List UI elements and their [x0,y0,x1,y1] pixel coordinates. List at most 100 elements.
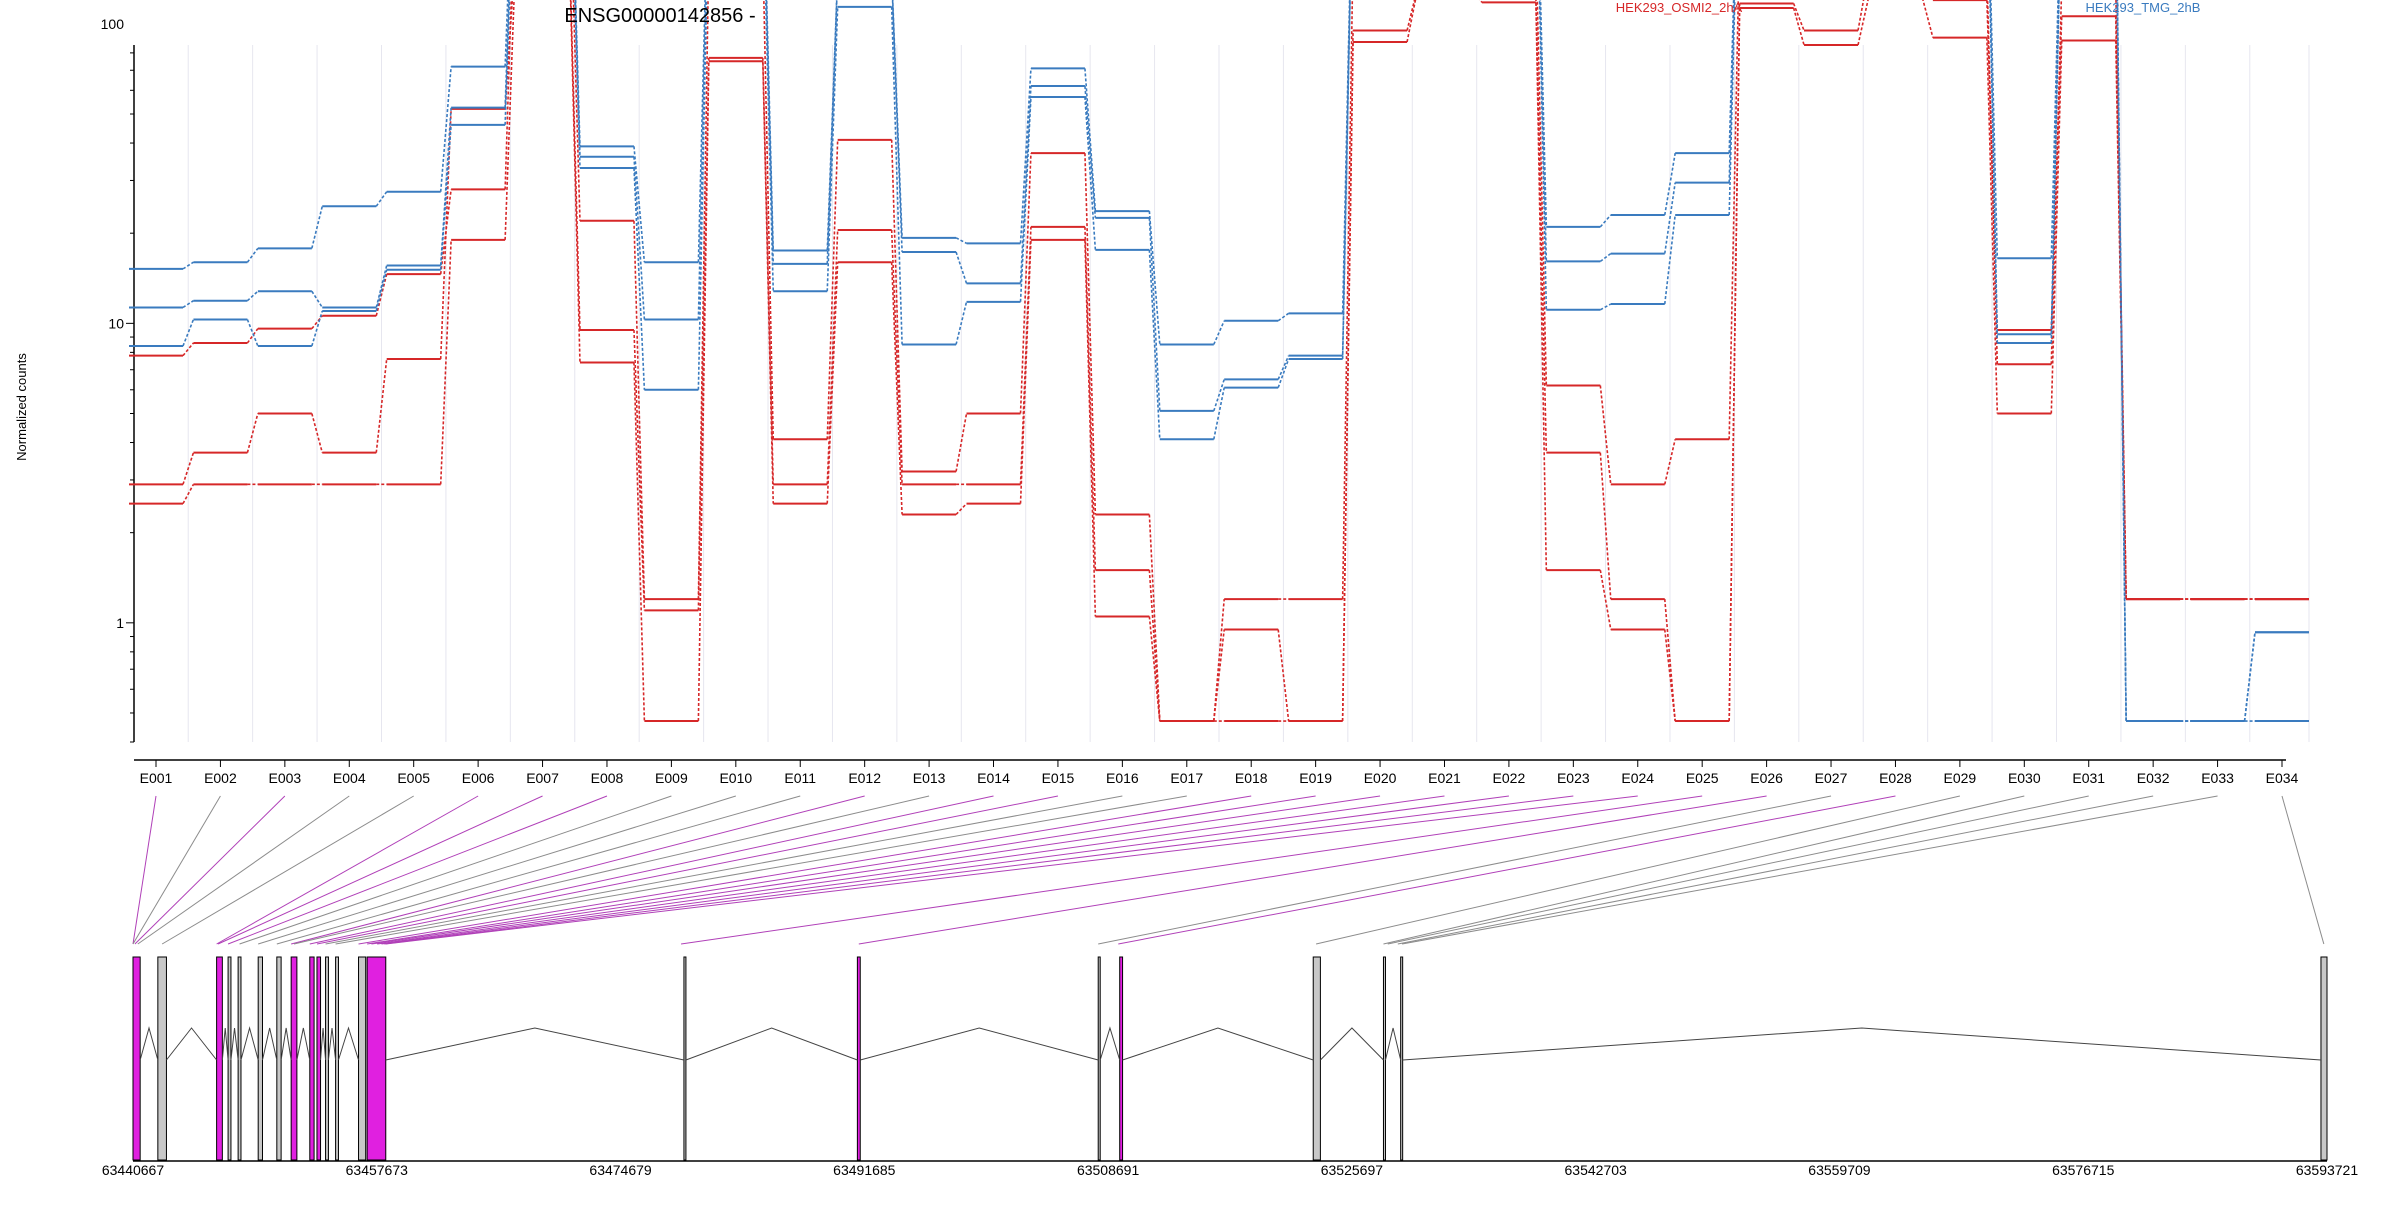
genomic-coordinate-label: 63440667 [102,1162,165,1178]
genomic-coordinate-label: 63576715 [2052,1162,2115,1178]
x-tick-label: E023 [1557,770,1590,786]
exon-block [2321,957,2327,1160]
bin-connector-line [1118,796,1895,944]
x-tick-label: E033 [2201,770,2234,786]
x-tick-label: E029 [1944,770,1977,786]
exon-block [277,957,281,1160]
axes-layer [134,45,2286,760]
exon-block [1098,957,1100,1160]
bin-connector-layer [133,796,2324,944]
exon-block [1401,957,1403,1160]
intron-line [1100,1028,1120,1060]
bin-connector-line [1098,796,1831,944]
x-tick-label: E016 [1106,770,1139,786]
intron-line [241,1028,258,1060]
intron-line [686,1028,857,1060]
bin-connector-line [326,796,1123,944]
intron-line [222,1028,228,1060]
x-tick-label: E032 [2137,770,2170,786]
intron-line [231,1028,238,1060]
exon-block [857,957,860,1160]
bin-connector-line [1398,796,2153,944]
bin-connector-line [258,796,736,944]
intron-line [1403,1028,2321,1060]
bin-connector-line [386,796,1638,944]
bin-connector-line [217,796,479,944]
exon-block [684,957,686,1160]
exon-block [317,957,321,1160]
intron-line [1385,1028,1400,1060]
x-tick-label: E006 [462,770,495,786]
x-tick-label: E026 [1750,770,1783,786]
intron-line [328,1028,335,1060]
bin-connector-line [1388,796,2089,944]
genomic-coordinate-label: 63491685 [833,1162,896,1178]
bin-connector-line [1383,796,2024,944]
exon-block [367,957,386,1160]
bin-connector-line [359,796,1252,944]
x-tick-label: E021 [1428,770,1461,786]
series-connector [1794,3,1804,30]
intron-line [262,1028,276,1060]
x-tick-label: E002 [204,770,237,786]
genomic-coordinate-label: 63593721 [2296,1162,2359,1178]
x-tick-label: E034 [2266,770,2299,786]
x-tick-label: E024 [1621,770,1654,786]
genomic-coordinate-label: 63559709 [1808,1162,1871,1178]
bin-connector-line [1402,796,2217,944]
grid-layer [134,45,2309,742]
bin-connector-line [240,796,672,944]
x-tick-label: E007 [526,770,559,786]
x-tick-label: E019 [1299,770,1332,786]
intron-line [1320,1028,1383,1060]
intron-line [166,1028,216,1060]
x-tick-label: E012 [848,770,881,786]
genomic-coordinate-label: 63525697 [1321,1162,1384,1178]
x-tick-label: E009 [655,770,688,786]
bin-connector-line [135,796,285,944]
intron-line [281,1028,291,1060]
x-tick-label: E031 [2072,770,2105,786]
x-tick-label: E022 [1493,770,1526,786]
bin-connector-line [367,796,1316,944]
exon-block [310,957,314,1160]
bin-connector-line [138,796,349,944]
bin-connector-line [291,796,865,944]
intron-line [297,1028,310,1060]
exon-block [1120,957,1123,1160]
x-tick-label: E030 [2008,770,2041,786]
bin-connector-line [133,796,220,944]
legend-entry-osmi2: HEK293_OSMI2_2hA [1616,0,1743,15]
chart-title: ENSG00000142856 - [564,5,755,27]
x-tick-label: E014 [977,770,1010,786]
y-axis-label: Normalized counts [14,353,29,461]
x-tick-label: E008 [591,770,624,786]
x-tick-label: E003 [268,770,301,786]
exon-block [217,957,223,1160]
series-connector [1858,0,1868,45]
genomic-coordinate-label: 63508691 [1077,1162,1140,1178]
x-tick-label: E017 [1170,770,1203,786]
intron-line [386,1028,684,1060]
x-tick-label: E011 [784,770,816,786]
x-tick-label: E028 [1879,770,1912,786]
genomic-coordinate-label: 63457673 [346,1162,409,1178]
series-connector [1407,0,1417,42]
bin-connector-line [133,796,156,944]
x-tick-label: E018 [1235,770,1268,786]
x-tick-label: E010 [719,770,752,786]
y-tick-label: 10 [108,315,124,331]
intron-line [140,1028,158,1060]
x-tick-label: E025 [1686,770,1719,786]
x-tick-label: E020 [1364,770,1397,786]
gene-model-layer [133,957,2327,1160]
intron-line [321,1028,326,1060]
y-tick-label: 1 [116,615,124,631]
intron-line [860,1028,1098,1060]
exon-block [133,957,140,1160]
genomic-coordinate-label: 63542703 [1565,1162,1628,1178]
x-tick-label: E027 [1815,770,1848,786]
bin-connector-line [336,796,1187,944]
